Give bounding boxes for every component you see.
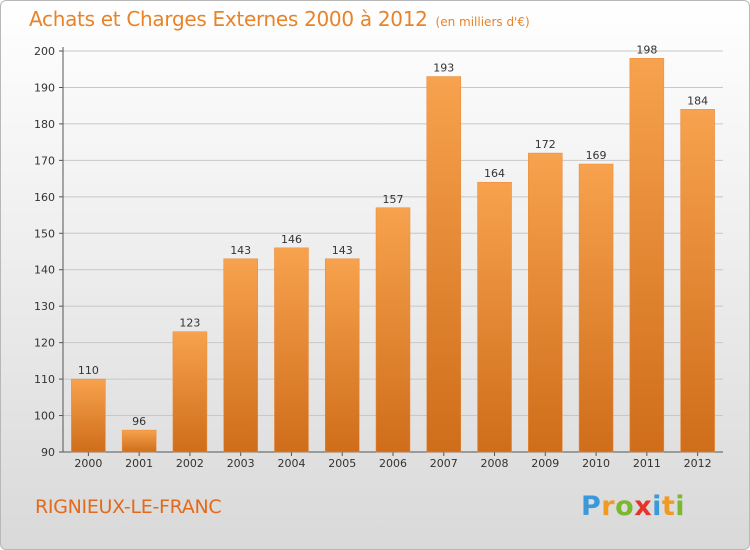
- logo-letter: r: [601, 491, 616, 522]
- y-tick-label: 150: [34, 227, 55, 240]
- bar: [426, 76, 462, 453]
- logo-letter: i: [652, 491, 662, 522]
- bar: [121, 429, 157, 453]
- x-tick-label: 2011: [633, 457, 661, 470]
- x-tick-label: 2004: [277, 457, 305, 470]
- chart-title-text: Achats et Charges Externes 2000 à 2012: [29, 7, 428, 31]
- x-tick-label: 2000: [74, 457, 102, 470]
- commune-name: RIGNIEUX-LE-FRANC: [35, 496, 222, 518]
- y-tick-label: 160: [34, 191, 55, 204]
- chart-title: Achats et Charges Externes 2000 à 2012 (e…: [29, 7, 530, 31]
- y-tick-label: 170: [34, 154, 55, 167]
- value-labels: 110 96 123 143 146 143 157 193 164 172 169 198 184: [78, 43, 708, 428]
- x-tick-label: 2001: [125, 457, 153, 470]
- y-tick-label: 90: [41, 446, 55, 459]
- x-tick-label: 2010: [582, 457, 610, 470]
- logo-letter: t: [661, 491, 676, 522]
- y-tick-label: 110: [34, 373, 55, 386]
- bar: [71, 378, 106, 453]
- bar-value-label: 123: [179, 317, 200, 330]
- bar-value-label: 96: [132, 415, 146, 428]
- y-tick-label: 190: [34, 81, 55, 94]
- x-tick-label: 2005: [328, 457, 356, 470]
- bar-value-label: 146: [281, 233, 302, 246]
- bar-value-label: 157: [383, 193, 404, 206]
- x-tick-label: 2002: [176, 457, 204, 470]
- x-tick-label: 2009: [531, 457, 559, 470]
- bar: [324, 258, 360, 453]
- x-tick-label: 2007: [430, 457, 458, 470]
- logo-letter: x: [634, 491, 653, 522]
- x-tick-label: 2012: [684, 457, 712, 470]
- logo-letter: o: [615, 491, 635, 522]
- bar: [680, 109, 715, 453]
- bar: [528, 152, 563, 453]
- bars: [71, 58, 715, 453]
- bar-value-label: 164: [484, 167, 505, 180]
- bar-value-label: 110: [78, 364, 99, 377]
- x-tick-label: 2008: [481, 457, 509, 470]
- bar: [578, 163, 614, 453]
- x-tick-label: 2006: [379, 457, 407, 470]
- proxiti-logo: Proxiti: [581, 491, 685, 522]
- x-tick-label: 2003: [227, 457, 255, 470]
- bar: [223, 258, 258, 453]
- y-tick-label: 130: [34, 300, 55, 313]
- y-tick-label: 140: [34, 264, 55, 277]
- y-tick-label: 120: [34, 337, 55, 350]
- y-tick-label: 200: [34, 45, 55, 58]
- bar: [375, 207, 411, 453]
- bar: [477, 181, 512, 453]
- bar-value-label: 198: [636, 43, 657, 56]
- bar-value-label: 193: [433, 62, 454, 75]
- chart-subtitle: (en milliers d'€): [435, 15, 530, 29]
- bar: [274, 247, 309, 453]
- bar: [172, 331, 208, 453]
- bar-value-label: 184: [687, 94, 708, 107]
- logo-letter: i: [675, 491, 686, 522]
- bar: [629, 58, 665, 453]
- y-tick-label: 180: [34, 118, 55, 131]
- bar-value-label: 172: [535, 138, 556, 151]
- logo-letter: P: [581, 491, 602, 522]
- bar-value-label: 143: [230, 244, 251, 257]
- bar-value-label: 143: [332, 244, 353, 257]
- y-tick-label: 100: [34, 410, 55, 423]
- bar-value-label: 169: [586, 149, 607, 162]
